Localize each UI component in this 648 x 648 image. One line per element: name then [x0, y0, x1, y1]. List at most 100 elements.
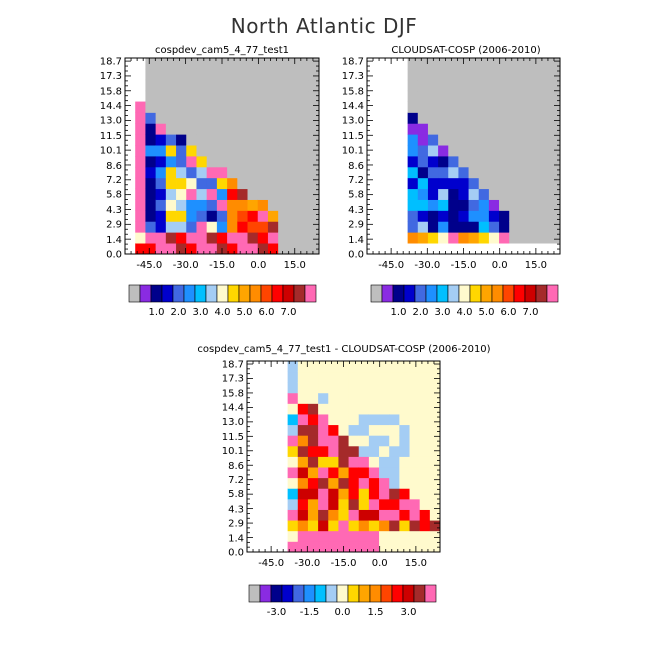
heatmap-cell — [419, 509, 431, 521]
y-tick-label: 5.8 — [348, 190, 364, 201]
heatmap-cell — [287, 509, 299, 521]
heatmap-cell — [257, 79, 269, 92]
heatmap-cell — [176, 166, 187, 179]
x-tick-label: 15.0 — [405, 558, 427, 569]
heatmap-cell — [519, 134, 530, 146]
heatmap-cell — [379, 498, 390, 510]
y-tick-label: 17.3 — [222, 374, 244, 385]
heatmap-cell — [509, 156, 520, 168]
heatmap-cell — [267, 221, 279, 233]
heatmap-cell — [389, 456, 400, 468]
heatmap-cell — [409, 371, 421, 383]
heatmap-cell — [417, 156, 429, 168]
heatmap-cell — [176, 199, 187, 211]
heatmap-cell — [529, 112, 541, 124]
heatmap-cell — [135, 199, 146, 211]
heatmap-cell — [186, 166, 197, 179]
heatmap-cell — [448, 166, 459, 179]
heatmap-cell — [399, 530, 410, 542]
x-tick-label: -30.0 — [294, 558, 320, 569]
heatmap-cell — [206, 210, 218, 222]
heatmap-cell — [338, 403, 349, 415]
heatmap-cell — [379, 392, 390, 404]
heatmap-cell — [298, 156, 310, 168]
heatmap-cell — [297, 424, 309, 436]
heatmap-cell — [358, 541, 370, 553]
y-tick-label: 0.0 — [228, 548, 244, 559]
heatmap-cell — [165, 112, 177, 124]
heatmap-cell — [488, 156, 500, 168]
heatmap-cell — [155, 58, 167, 70]
colorbar-box — [205, 284, 218, 303]
heatmap-cell — [407, 145, 419, 157]
heatmap-cell — [247, 210, 259, 222]
heatmap-cell — [176, 156, 187, 168]
heatmap-cell — [549, 232, 561, 244]
heatmap-cell — [519, 166, 530, 179]
heatmap-cell — [307, 541, 319, 553]
colorbar-label: 3.0 — [435, 307, 451, 318]
heatmap-cell — [307, 509, 319, 521]
heatmap-cell — [458, 90, 469, 102]
colorbar-box — [150, 284, 163, 303]
heatmap-cell — [186, 90, 197, 102]
heatmap-cell — [186, 58, 197, 70]
heatmap-cell — [186, 112, 197, 124]
heatmap-cell — [407, 79, 419, 92]
heatmap-cell — [176, 177, 187, 190]
y-tick-label: 13.0 — [342, 115, 364, 126]
heatmap-cell — [176, 243, 187, 255]
heatmap-cell — [165, 188, 177, 200]
heatmap-cell — [519, 177, 530, 190]
heatmap-cell — [186, 134, 197, 146]
heatmap-cell — [468, 58, 480, 70]
heatmap-cell — [297, 414, 309, 426]
y-tick-label: 2.9 — [348, 220, 364, 231]
colorbar-box — [325, 584, 338, 603]
y-tick-label: 18.7 — [222, 360, 244, 371]
heatmap-cell — [288, 123, 299, 135]
heatmap-cell — [417, 134, 429, 146]
heatmap-cell — [488, 101, 500, 113]
heatmap-cell — [488, 232, 500, 244]
heatmap-cell — [529, 221, 541, 233]
heatmap-cell — [419, 392, 431, 404]
heatmap-cell — [488, 145, 500, 157]
heatmap-cell — [297, 392, 309, 404]
heatmap-cell — [196, 134, 208, 146]
heatmap-cell — [419, 403, 431, 415]
heatmap-cell — [468, 101, 480, 113]
heatmap-cell — [368, 414, 380, 426]
heatmap-cell — [519, 232, 530, 244]
heatmap-cell — [539, 58, 551, 70]
heatmap-cell — [288, 134, 299, 146]
heatmap-cell — [399, 414, 410, 426]
heatmap-cell — [237, 58, 248, 70]
heatmap-cell — [176, 210, 187, 222]
heatmap-cell — [288, 177, 299, 190]
heatmap-cell — [206, 68, 218, 81]
heatmap-cell — [257, 101, 269, 113]
heatmap-cell — [509, 68, 520, 81]
heatmap-cell — [509, 123, 520, 135]
colorbar-box — [502, 284, 515, 303]
heatmap-cell — [499, 101, 510, 113]
x-tick-label: 0.0 — [492, 260, 508, 271]
heatmap-cell — [419, 382, 431, 394]
heatmap-cell — [307, 530, 319, 542]
heatmap-cell — [438, 199, 449, 211]
heatmap-cell — [298, 145, 310, 157]
heatmap-cell — [227, 188, 238, 200]
heatmap-cell — [196, 188, 208, 200]
heatmap-cell — [417, 79, 429, 92]
heatmap-cell — [399, 498, 410, 510]
heatmap-cells — [247, 361, 441, 553]
heatmap-cell — [176, 145, 187, 157]
heatmap-cell — [448, 134, 459, 146]
heatmap-cell — [338, 498, 349, 510]
heatmap-cell — [186, 243, 197, 255]
heatmap-cell — [468, 145, 480, 157]
heatmap-cell — [549, 210, 561, 222]
heatmap-cell — [308, 112, 320, 124]
heatmap-cell — [417, 188, 429, 200]
